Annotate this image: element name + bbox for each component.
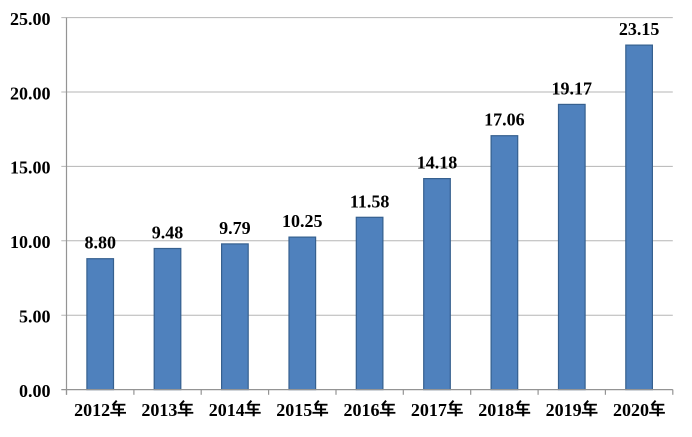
svg-text:2018: 2018 (478, 400, 514, 420)
svg-text:9.79: 9.79 (219, 218, 251, 238)
svg-text:10.25: 10.25 (282, 211, 323, 231)
svg-text:20.00: 20.00 (10, 83, 51, 103)
svg-text:2012: 2012 (74, 400, 110, 420)
svg-text:14.18: 14.18 (417, 153, 458, 173)
svg-text:10.00: 10.00 (10, 232, 51, 252)
svg-text:23.15: 23.15 (619, 19, 660, 39)
svg-text:11.58: 11.58 (350, 191, 390, 211)
svg-text:2015: 2015 (276, 400, 312, 420)
svg-text:5.00: 5.00 (19, 307, 51, 327)
svg-text:25.00: 25.00 (10, 9, 51, 29)
svg-text:15.00: 15.00 (10, 158, 51, 178)
svg-text:2016: 2016 (344, 400, 380, 420)
svg-text:17.06: 17.06 (484, 110, 525, 130)
svg-text:2013: 2013 (141, 400, 177, 420)
svg-text:2017: 2017 (411, 400, 447, 420)
svg-text:9.48: 9.48 (152, 223, 184, 243)
svg-text:0.00: 0.00 (19, 381, 51, 401)
svg-text:2014: 2014 (209, 400, 245, 420)
svg-text:2019: 2019 (546, 400, 582, 420)
svg-text:19.17: 19.17 (552, 78, 593, 98)
svg-text:2020: 2020 (613, 400, 649, 420)
svg-text:8.80: 8.80 (84, 233, 116, 253)
